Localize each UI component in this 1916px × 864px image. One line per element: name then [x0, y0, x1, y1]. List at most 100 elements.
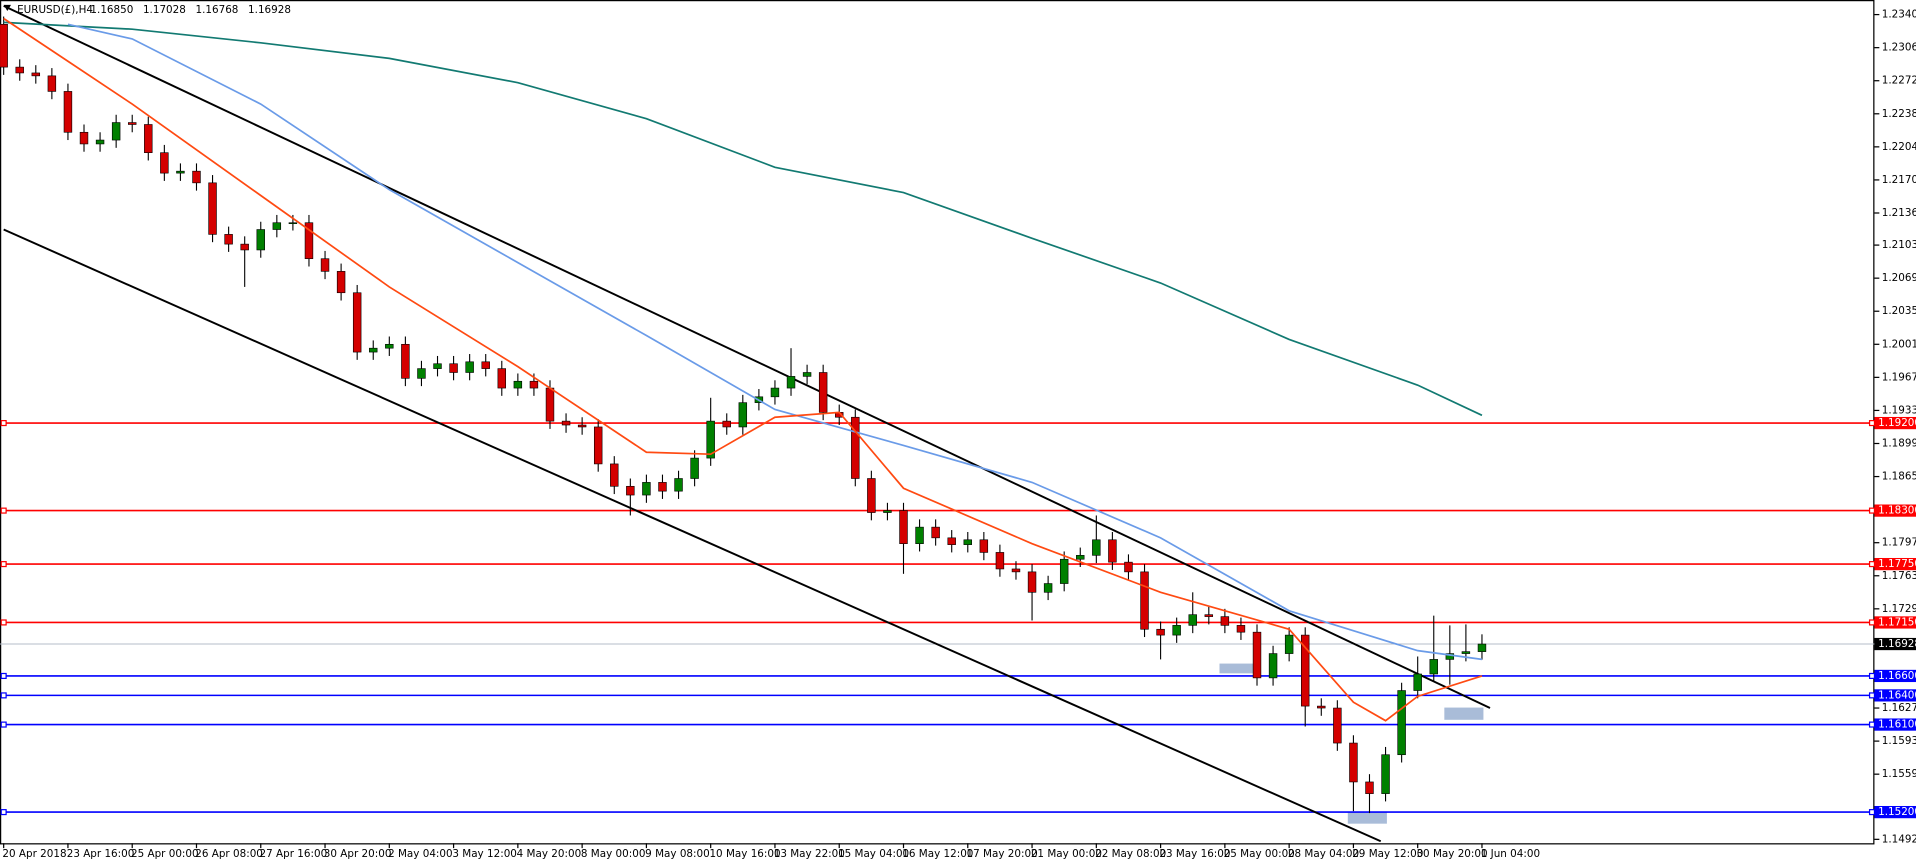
candle-body — [1092, 539, 1101, 556]
x-tick-label: 3 May 12:00 — [452, 848, 517, 860]
candle-body — [883, 510, 892, 513]
y-tick-label: 1.17630 — [1882, 570, 1916, 582]
candle-body — [1349, 742, 1358, 783]
candle-body — [1284, 634, 1294, 654]
level-anchor — [0, 721, 7, 728]
y-tick-label: 1.22380 — [1882, 108, 1916, 120]
level-anchor — [0, 619, 7, 626]
level-anchor — [1868, 809, 1876, 816]
candle-body — [593, 426, 603, 465]
header-open: 1.16850 — [90, 4, 133, 16]
y-tick-label: 1.22720 — [1882, 75, 1916, 87]
level-anchor — [0, 507, 7, 514]
candle-body — [529, 380, 539, 389]
x-tick-label: 4 May 20:00 — [517, 848, 582, 860]
candle-body — [1477, 643, 1487, 652]
candle-body — [47, 75, 57, 92]
moving-average — [67, 23, 1483, 661]
moving-average — [3, 21, 1483, 417]
candle-body — [1445, 653, 1455, 660]
candle-body — [1043, 583, 1053, 593]
candle-body — [385, 343, 394, 349]
y-tick-label: 1.19330 — [1882, 404, 1916, 416]
candle-body — [176, 170, 185, 174]
y-tick-label: 1.21700 — [1882, 174, 1916, 186]
level-tag — [1874, 805, 1916, 819]
candle-body — [401, 343, 410, 379]
candle-body — [642, 482, 651, 496]
candle-body — [1124, 561, 1133, 573]
candle-body — [931, 526, 940, 539]
candle-body — [674, 478, 683, 492]
level-tag — [1874, 504, 1916, 517]
candle-body — [1011, 568, 1021, 573]
y-tick-label: 1.20690 — [1882, 272, 1916, 284]
level-anchor — [1868, 561, 1876, 568]
candle-body — [1236, 625, 1246, 633]
candle-body — [947, 537, 956, 545]
candle-body — [481, 361, 490, 369]
zones — [1219, 663, 1484, 824]
candle-body — [1252, 631, 1262, 679]
moving-average — [3, 17, 1483, 722]
candle-body — [497, 368, 507, 389]
candle-body — [1413, 673, 1422, 691]
x-tick-label: 27 Apr 16:00 — [260, 848, 328, 860]
x-tick-label: 15 May 04:00 — [838, 848, 909, 860]
header-low: 1.16768 — [196, 4, 239, 16]
x-tick-label: 26 Apr 08:00 — [195, 848, 263, 860]
candle-body — [95, 139, 105, 145]
candle-body — [192, 170, 201, 184]
candle-body — [545, 387, 555, 422]
y-tick-label: 1.21360 — [1882, 207, 1916, 219]
candle-body — [851, 416, 860, 479]
level-tag — [1874, 669, 1916, 683]
candle-body — [899, 510, 908, 544]
candle-body — [738, 402, 748, 428]
candle-body — [352, 292, 362, 353]
x-tick-label: 25 Apr 00:00 — [131, 848, 199, 860]
y-tick-label: 1.17290 — [1882, 603, 1916, 615]
trend-line — [3, 4, 1491, 709]
candle-body — [336, 271, 346, 294]
candle-body — [160, 152, 169, 174]
candle-body — [867, 478, 876, 513]
candle-body — [979, 539, 989, 553]
candle-body — [449, 363, 458, 373]
x-tick-label: 23 Apr 16:00 — [67, 848, 135, 860]
header-high: 1.17028 — [143, 4, 186, 16]
candle-body — [111, 122, 121, 141]
zone-box — [1219, 663, 1259, 674]
level-anchor — [1868, 672, 1876, 679]
level-anchor — [1868, 692, 1876, 699]
level-label: 1.16400 — [1878, 689, 1916, 701]
candle-body — [465, 361, 474, 373]
candle-body — [31, 72, 41, 77]
candle-body — [144, 124, 153, 154]
candle-body — [1204, 614, 1214, 617]
candle-body — [513, 380, 523, 389]
candle-body — [63, 91, 73, 133]
candle-body — [1059, 558, 1069, 584]
x-tick-label: 30 May 20:00 — [1416, 848, 1487, 860]
candle-body — [818, 372, 828, 413]
zone-box — [1444, 707, 1484, 720]
symbol: EURUSD(£),H4 — [17, 4, 93, 16]
header-close: 1.16928 — [248, 4, 291, 16]
candle-body — [15, 66, 24, 74]
candle-body — [127, 122, 137, 125]
candle-body — [1300, 634, 1310, 707]
candle-body — [320, 258, 330, 272]
y-tick-label: 1.23400 — [1882, 9, 1916, 21]
candle-body — [1381, 754, 1390, 794]
candle-body — [304, 222, 314, 260]
y-tick-label: 1.17970 — [1882, 537, 1916, 549]
candle-body — [1365, 781, 1374, 794]
candle-body — [79, 131, 89, 145]
y-tick-label: 1.18990 — [1882, 437, 1916, 449]
x-tick-label: 29 May 12:00 — [1352, 848, 1423, 860]
candle-body — [288, 222, 298, 225]
level-tag — [1874, 416, 1916, 430]
candle-body — [658, 482, 667, 492]
